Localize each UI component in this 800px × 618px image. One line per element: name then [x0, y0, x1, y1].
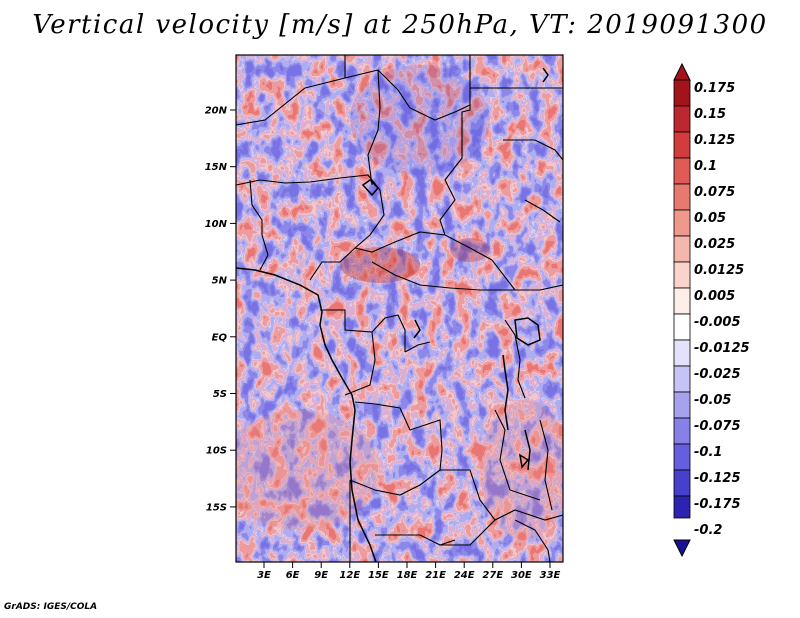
lon-label: 12E — [339, 570, 360, 581]
lon-label: 15E — [368, 570, 389, 581]
border-drc-east — [504, 319, 526, 399]
lon-label: 3E — [257, 570, 271, 581]
lon-label: 21E — [425, 570, 446, 581]
footer-credit: GrADS: IGES/COLA — [4, 602, 98, 612]
colorbar-top-arrow — [673, 62, 691, 81]
lake-chad — [361, 179, 380, 197]
lat-label: 15S — [206, 502, 227, 513]
border-car-south — [371, 261, 563, 291]
lat-label: 5N — [212, 276, 228, 287]
colorbar-label: -0.2 — [694, 523, 722, 538]
lake-tanganyika — [502, 354, 509, 431]
coastlines — [236, 67, 549, 562]
lake-victoria — [514, 317, 541, 346]
lon-label: 30E — [511, 570, 532, 581]
longitude-axis: 3E 6E 9E 12E 15E 18E 21E 24E 27E 30E 33E — [257, 562, 561, 581]
lon-label: 6E — [286, 570, 300, 581]
colorbar-label: 0.15 — [694, 107, 726, 122]
colorbar-segment — [673, 209, 691, 237]
lon-label: 33E — [540, 570, 561, 581]
border-niger-chad — [367, 69, 381, 186]
central-red-core — [340, 247, 420, 283]
lat-label: EQ — [212, 332, 228, 343]
lat-label: 10N — [205, 219, 228, 230]
colorbar-label: -0.0125 — [694, 341, 750, 356]
colorbar-label: 0.075 — [694, 185, 735, 200]
border-gabon-congo — [320, 309, 406, 352]
colorbar-segment — [673, 261, 691, 289]
nile-delta — [542, 67, 549, 83]
velocity-field — [236, 55, 563, 562]
colorbar-label: 0.175 — [694, 81, 735, 96]
southwest-red-region — [236, 410, 380, 530]
colorbar-segment — [673, 157, 691, 185]
border-angola-namibia — [375, 534, 456, 546]
colorbar-label: -0.025 — [694, 367, 741, 382]
lat-label: 20N — [205, 106, 228, 117]
map-frame — [235, 54, 564, 563]
colorbar-label: 0.005 — [694, 289, 735, 304]
atlantic-coastline — [236, 267, 377, 562]
lon-label: 18E — [397, 570, 418, 581]
border-benin — [249, 179, 269, 271]
colorbar-segment — [673, 391, 691, 419]
colorbar-label: 0.1 — [694, 159, 717, 174]
colorbar-segment — [673, 417, 691, 445]
lon-label: 27E — [482, 570, 503, 581]
colorbar-label: 0.025 — [694, 237, 735, 252]
colorbar-bottom-arrow — [673, 539, 691, 558]
colorbar-segment — [673, 183, 691, 211]
colorbar-label: -0.005 — [694, 315, 741, 330]
lake-malawi — [524, 429, 531, 471]
colorbar-segment — [673, 235, 691, 263]
colorbar-label: -0.175 — [694, 497, 741, 512]
colorbar-label: 0.125 — [694, 133, 735, 148]
colorbar-label: -0.075 — [694, 419, 741, 434]
north-blue-region — [350, 65, 490, 175]
border-nigeria-north — [236, 174, 381, 191]
colorbar-segment — [673, 79, 691, 107]
sudan-red-core — [450, 238, 490, 262]
chart-title: Vertical velocity [m/s] at 250hPa, VT: 2… — [32, 10, 768, 40]
lat-label: 15N — [205, 162, 228, 173]
colorbar-label: 0.0125 — [694, 263, 744, 278]
colorbar-segment — [673, 131, 691, 159]
congo-lake — [413, 319, 421, 339]
colorbar-segment — [673, 469, 691, 497]
colorbar-segment — [673, 443, 691, 471]
border-car-north — [354, 231, 516, 291]
lon-label: 9E — [314, 570, 328, 581]
colorbar: 0.175 0.15 0.125 0.1 0.075 0.05 0.025 0.0125 0.0… — [673, 62, 750, 558]
colorbar-label: -0.125 — [694, 471, 741, 486]
east-red-region — [480, 400, 563, 540]
colorbar-segment — [673, 105, 691, 133]
colorbar-segment — [673, 313, 691, 341]
colorbar-segment — [673, 287, 691, 315]
border-chad-sudan — [439, 55, 471, 236]
lon-label: 24E — [454, 570, 475, 581]
lat-label: 5S — [213, 389, 227, 400]
colorbar-label: 0.05 — [694, 211, 726, 226]
border-libya-niger — [236, 69, 471, 126]
colorbar-label: -0.05 — [694, 393, 731, 408]
colorbar-segment — [673, 365, 691, 393]
colorbar-label: -0.1 — [694, 445, 722, 460]
colorbar-segment — [673, 339, 691, 367]
colorbar-segment — [673, 495, 691, 519]
border-angola-drc — [354, 401, 496, 521]
latitude-axis: 20N 15N 10N 5N EQ 5S 10S 15S — [205, 106, 236, 513]
lat-label: 10S — [206, 446, 227, 457]
country-borders — [236, 55, 563, 562]
